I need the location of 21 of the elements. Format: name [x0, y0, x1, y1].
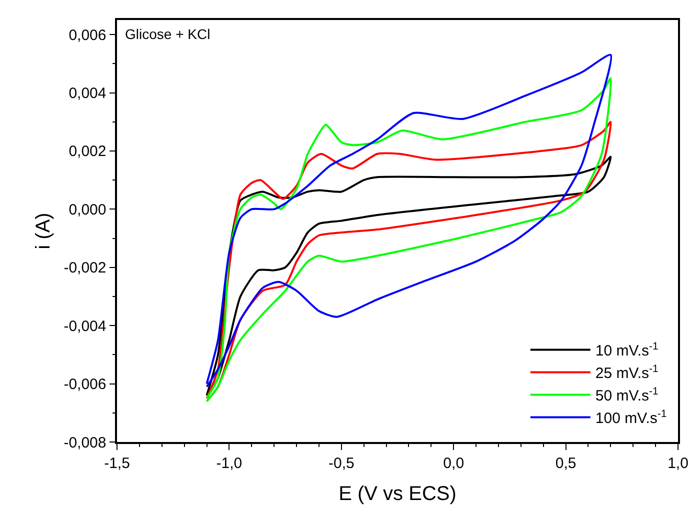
x-tick-label: -0,5 — [328, 454, 354, 472]
legend-label: 100 mV.s$^{-1}$ — [595, 408, 667, 428]
y-tick-label: 0,000 — [68, 201, 106, 218]
annotation: Glicose + KCl — [125, 26, 210, 42]
x-tick-label: -1,5 — [104, 454, 130, 472]
legend-label: 25 mV.s$^{-1}$ — [595, 362, 659, 382]
y-tick-label: -0,006 — [64, 376, 106, 394]
x-tick-label: 0,5 — [555, 454, 576, 472]
y-tick-label: 0,004 — [68, 85, 106, 102]
legend-label: 50 mV.s$^{-1}$ — [595, 385, 659, 405]
x-tick-label: -1,0 — [216, 454, 242, 472]
y-tick-label: 0,002 — [68, 143, 106, 160]
legend-label: 10 mV.s$^{-1}$ — [595, 340, 659, 360]
x-axis-title: E (V vs ECS) — [338, 482, 456, 505]
y-axis-title: i (A) — [32, 212, 55, 250]
y-tick-label: 0,006 — [68, 26, 106, 44]
y-tick-label: -0,004 — [64, 318, 106, 335]
y-tick-label: -0,002 — [64, 260, 106, 277]
x-tick-label: 0,0 — [443, 454, 464, 472]
x-tick-label: 1,0 — [668, 454, 688, 472]
y-tick-label: -0,008 — [64, 434, 106, 452]
